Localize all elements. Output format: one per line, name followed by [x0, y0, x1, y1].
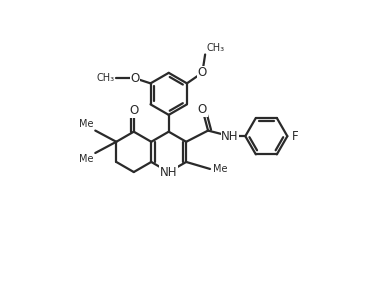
- Text: Me: Me: [213, 164, 227, 174]
- Text: NH: NH: [221, 130, 239, 143]
- Text: Me: Me: [79, 155, 93, 164]
- Text: F: F: [292, 130, 298, 143]
- Text: CH₃: CH₃: [96, 73, 115, 83]
- Text: O: O: [198, 66, 207, 79]
- Text: O: O: [198, 103, 207, 116]
- Text: O: O: [129, 104, 138, 117]
- Text: Me: Me: [79, 119, 93, 129]
- Text: NH: NH: [160, 166, 177, 179]
- Text: O: O: [130, 72, 140, 85]
- Text: CH₃: CH₃: [207, 43, 225, 53]
